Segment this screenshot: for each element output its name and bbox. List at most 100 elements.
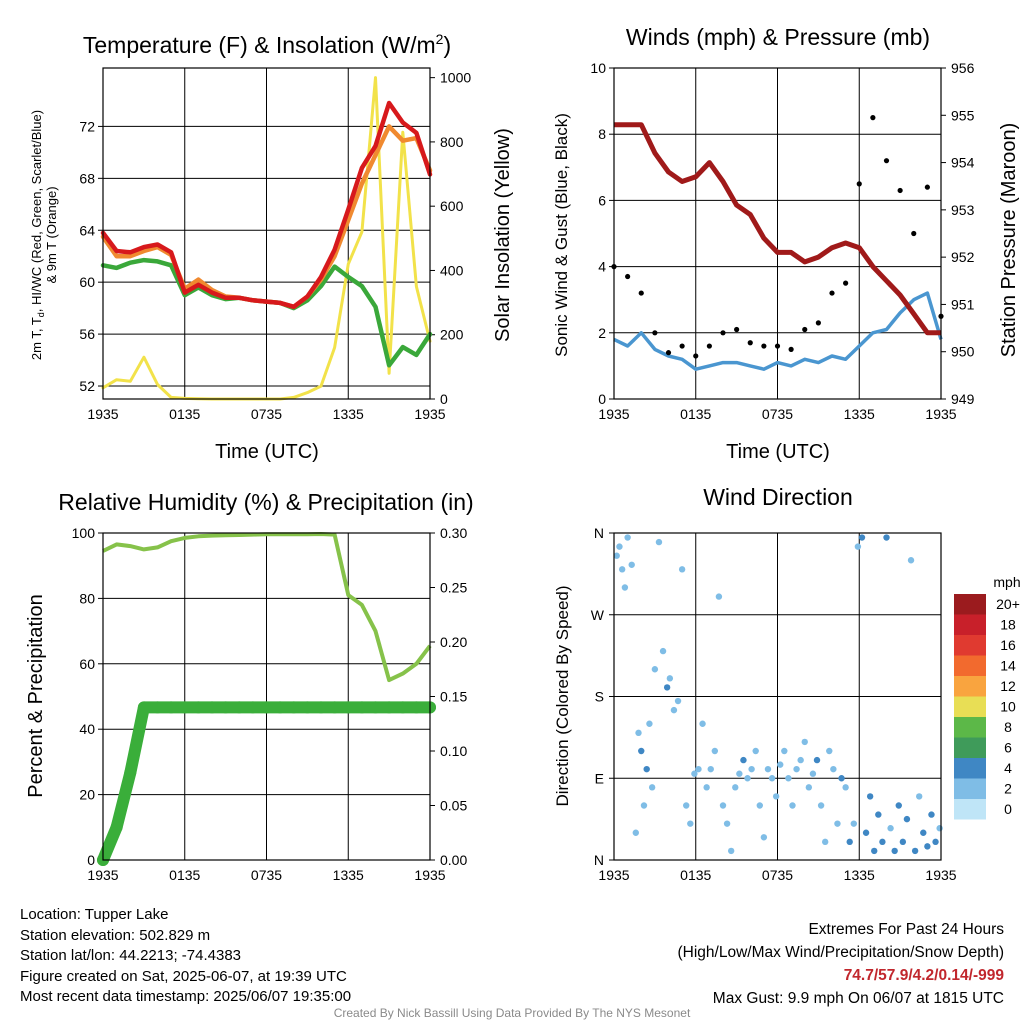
dir-y-tick-label: N (594, 525, 604, 541)
wind-y2-tick-label: 956 (951, 60, 975, 76)
direction-point (744, 775, 751, 782)
direction-point (659, 647, 667, 655)
wind-y2-tick-label: 953 (951, 202, 975, 218)
direction-point (723, 820, 731, 827)
gust-point (815, 320, 821, 326)
direction-point (854, 543, 862, 550)
legend-label: 14 (1000, 658, 1016, 674)
direction-point (638, 747, 645, 755)
rh-y-tick-label: 60 (79, 656, 95, 672)
temp-y2-tick-label: 1000 (440, 70, 471, 86)
legend-swatch (954, 594, 986, 615)
temp-y-tick-label: 68 (79, 170, 95, 186)
gust-point (652, 330, 658, 336)
temp-y2-label: Solar Insolation (Yellow) (492, 128, 514, 342)
direction-point (635, 729, 642, 737)
direction-point (866, 793, 874, 800)
direction-point (895, 802, 902, 809)
rh-title: Relative Humidity (%) & Precipitation (i… (58, 489, 473, 515)
direction-point (632, 829, 639, 836)
temp-y-label-line2: & 9m T (Orange) (44, 186, 59, 283)
legend-label: 20+ (996, 596, 1020, 612)
temp-y2-tick-label: 800 (440, 134, 464, 150)
direction-point (666, 675, 674, 682)
gust-point (843, 280, 849, 286)
rh-x-tick-label: 0735 (251, 867, 282, 883)
gust-point (774, 343, 781, 349)
temp-x-tick-label: 0735 (251, 406, 282, 422)
rh-x-tick-label: 0135 (169, 867, 200, 883)
direction-point (907, 557, 915, 564)
legend-label: 18 (1000, 617, 1016, 633)
wind-y2-tick-label: 951 (951, 296, 975, 312)
wind-y-tick-label: 10 (590, 60, 606, 76)
direction-point (871, 847, 878, 855)
direction-point (740, 756, 747, 764)
wind-frame (613, 67, 942, 400)
direction-point (777, 761, 784, 768)
wind-y-tick-label: 0 (598, 391, 606, 407)
dir-y-tick-label: S (595, 689, 604, 705)
max-gust: Max Gust: 9.9 mph On 06/07 at 1815 UTC (712, 990, 1004, 1007)
gust-point (870, 115, 876, 121)
gust-point (911, 230, 917, 237)
legend-label: 12 (1000, 678, 1016, 694)
rh-x-tick-label: 1335 (333, 867, 364, 883)
legend-label: 10 (1000, 699, 1016, 715)
direction-point (719, 802, 727, 809)
dir-x-tick-label: 0735 (762, 867, 793, 883)
temp-x-tick-label: 1935 (87, 406, 118, 422)
wind-y-tick-label: 8 (598, 126, 606, 142)
extremes-values: 74.7/57.9/4.2/0.14/-999 (843, 967, 1004, 984)
credit-line: Created By Nick Bassill Using Data Provi… (333, 1006, 691, 1020)
gust-point (734, 326, 740, 333)
direction-point (817, 802, 825, 809)
direction-point (678, 566, 686, 573)
legend-swatch (954, 635, 986, 656)
legend-title: mph (993, 574, 1020, 590)
direction-point (793, 765, 800, 773)
temp-y-label-line1: 2m T, Td, HI/WC (Red, Green, Scarlet/Blu… (29, 110, 46, 360)
direction-point (707, 765, 714, 773)
direction-point (911, 847, 919, 855)
dir-frame (613, 532, 942, 861)
info-latlon: Station lat/lon: 44.2213; -74.4383 (20, 947, 242, 964)
direction-point (899, 838, 907, 846)
direction-point (703, 784, 710, 791)
direction-point (670, 706, 678, 714)
gust-point (720, 330, 726, 336)
legend-swatch (954, 799, 986, 820)
direction-point (640, 802, 648, 809)
wind-y2-tick-label: 950 (951, 344, 975, 360)
temp-y-tick-label: 60 (79, 274, 95, 290)
legend-swatch (954, 696, 986, 717)
rh-y2-tick-label: 0.30 (440, 525, 467, 541)
direction-point (711, 747, 719, 755)
direction-point (687, 820, 694, 827)
wind-y2-tick-label: 949 (951, 391, 975, 407)
rh-y2-tick-label: 0.20 (440, 634, 467, 650)
direction-point (834, 820, 841, 827)
direction-point (850, 820, 857, 827)
dir-x-tick-label: 1935 (598, 867, 629, 883)
extremes-info: Extremes For Past 24 Hours (High/Low/Max… (678, 918, 1005, 1010)
direction-point (830, 765, 837, 773)
rh-y2-tick-label: 0.25 (440, 580, 467, 596)
info-timestamp: Most recent data timestamp: 2025/06/07 1… (20, 988, 352, 1005)
direction-point (655, 538, 663, 546)
direction-point (887, 825, 894, 832)
temp-plot-area (102, 68, 431, 399)
gust-point (638, 290, 644, 296)
rh-y-tick-label: 40 (79, 721, 95, 737)
dir-x-tick-label: 0135 (680, 867, 711, 883)
temp-y2-tick-label: 200 (440, 327, 464, 343)
direction-point (805, 784, 813, 791)
direction-point (891, 847, 898, 855)
direction-point (797, 756, 804, 764)
wind-x-tick-label: 0135 (680, 406, 711, 422)
rh-y-tick-label: 20 (79, 787, 95, 803)
dir-y-tick-label: E (595, 770, 604, 786)
rh-y2-tick-label: 0.15 (440, 689, 467, 705)
series-line-sonic-wind (613, 291, 943, 371)
